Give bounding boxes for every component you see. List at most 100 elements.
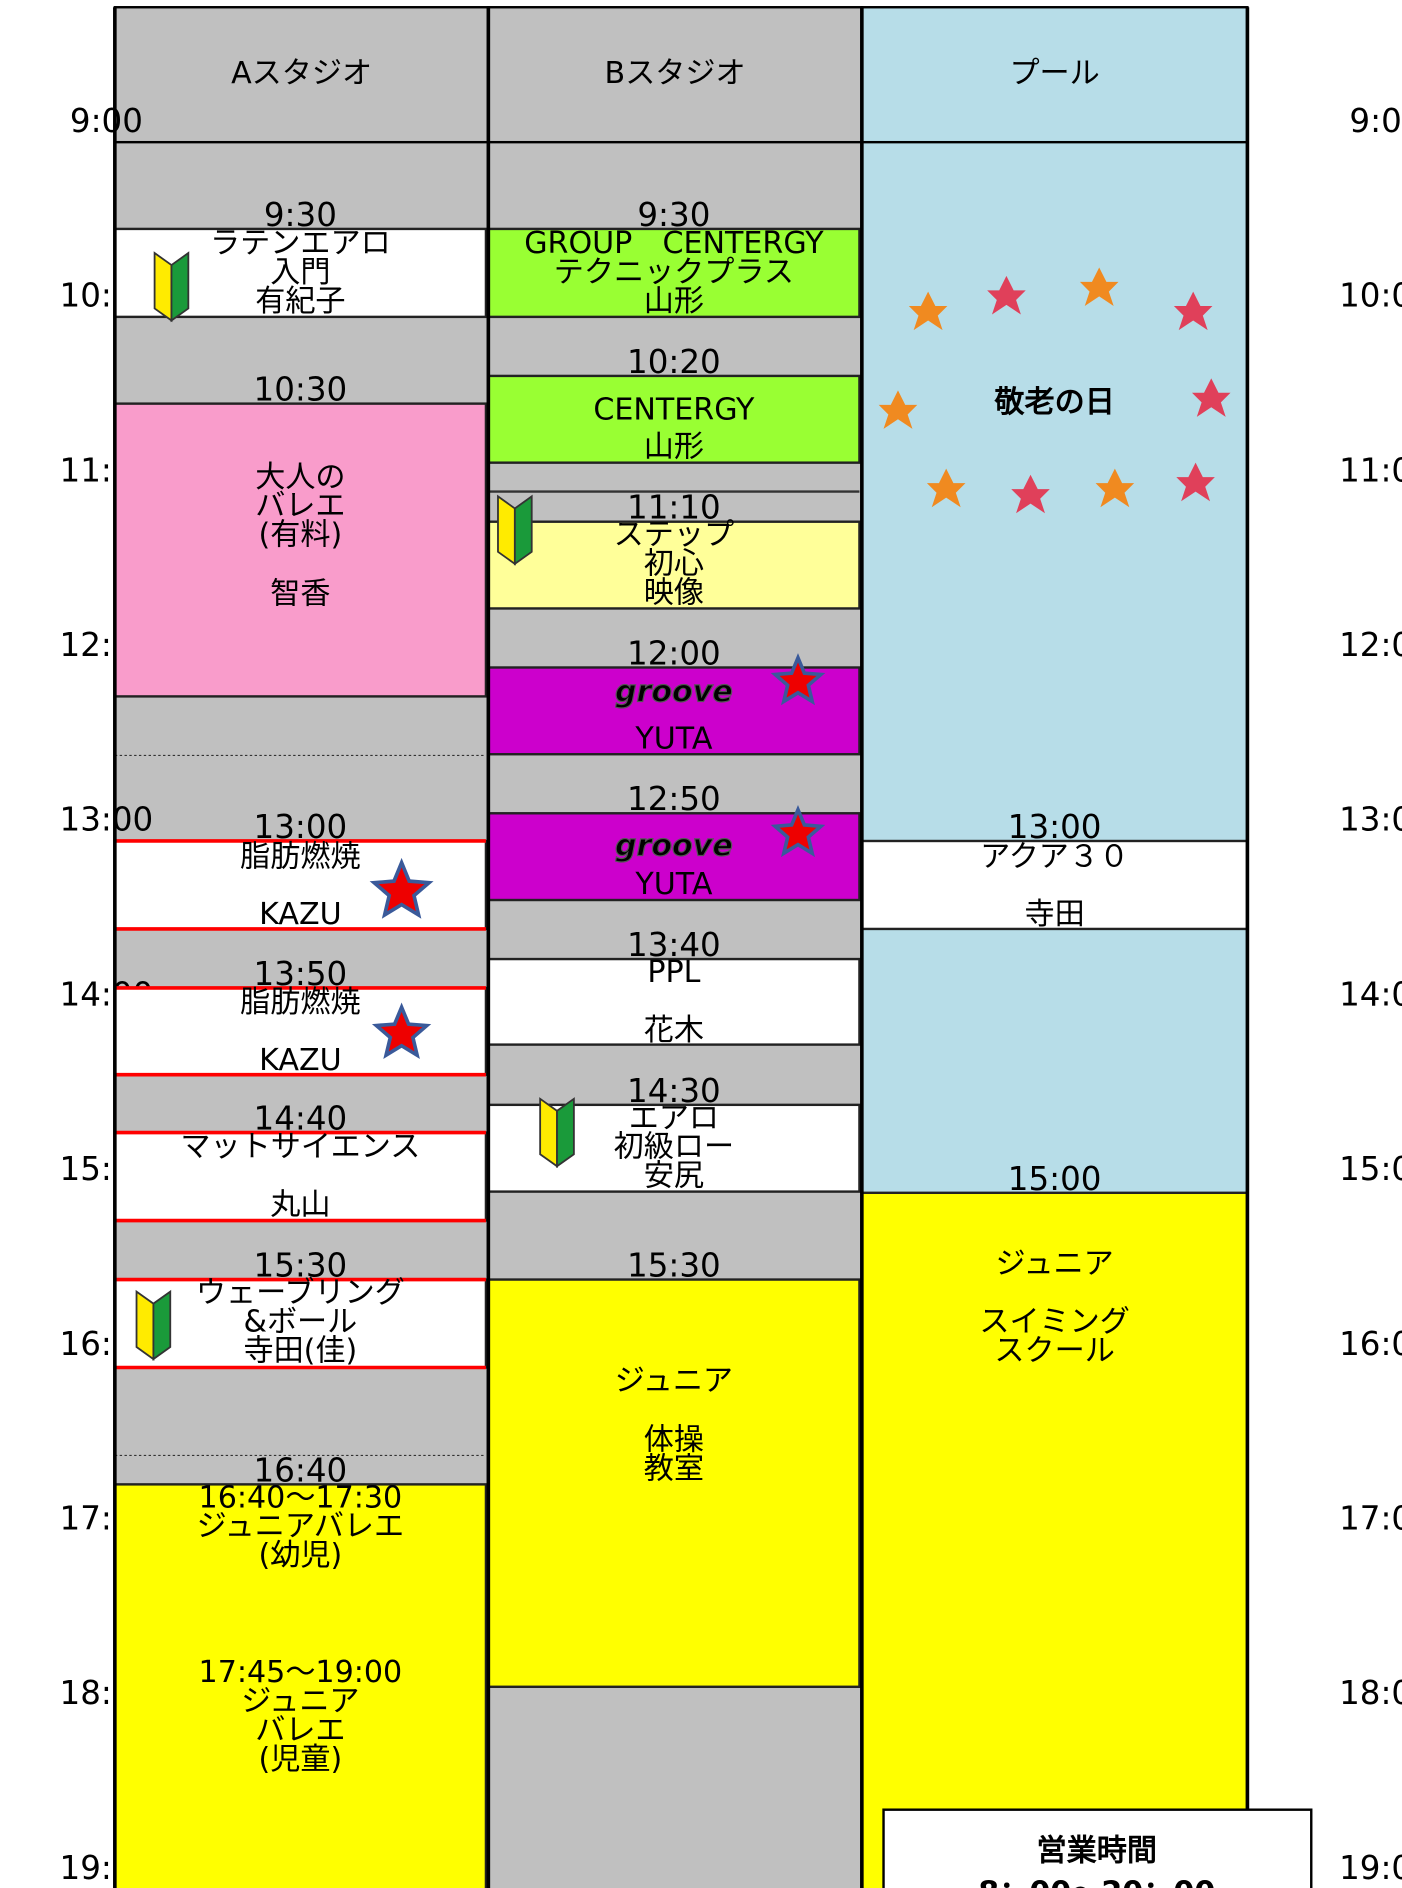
class-line: 脂肪燃焼: [240, 985, 360, 1020]
class-line: 入門: [270, 255, 330, 290]
start-time: 16:40: [254, 1451, 348, 1489]
class-block: [860, 1191, 1249, 1888]
time-label: 15:00: [1339, 1150, 1402, 1188]
class-line: テクニックプラス: [554, 255, 794, 290]
time-label: 12:00: [1339, 626, 1402, 664]
class-line: 17:45～19:00: [199, 1655, 403, 1690]
star-icon: [770, 653, 826, 706]
class-line: 山形: [644, 284, 704, 319]
header-cell: [487, 6, 864, 144]
class-line: スイミング: [979, 1304, 1130, 1339]
header-label: Aスタジオ: [231, 56, 372, 91]
class-line: 山形: [644, 430, 704, 465]
time-label: 19:00: [1339, 1849, 1402, 1887]
start-time: 10:20: [627, 343, 721, 381]
star-icon: [369, 857, 434, 919]
start-time: 15:00: [1008, 1160, 1102, 1198]
class-line: ジュニアバレエ: [197, 1509, 404, 1544]
class-line: ウェーブリング: [196, 1276, 405, 1311]
header-label: プール: [1009, 56, 1099, 91]
class-block: [487, 957, 861, 1046]
time-label: 16:00: [1339, 1325, 1402, 1363]
class-line: バレエ: [255, 489, 345, 524]
class-line: 教室: [644, 1451, 704, 1486]
time-label: 14:00: [1339, 975, 1402, 1013]
header-cell: [860, 6, 1249, 144]
leaf: [878, 390, 918, 429]
class-line: (有料): [259, 518, 343, 553]
beginner-icon: [513, 494, 533, 566]
class-block: [113, 402, 488, 698]
class-line: groove: [615, 674, 733, 709]
class-line: 安尻: [644, 1159, 704, 1194]
leaf: [1095, 468, 1135, 508]
class-block: [487, 520, 861, 610]
class-line: 有紀子: [255, 284, 345, 319]
notice-title: 営業時間: [1037, 1833, 1157, 1868]
notice-box: [882, 1808, 1313, 1888]
class-line: 脂肪燃焼: [240, 839, 360, 874]
class-line: 丸山: [270, 1188, 330, 1223]
time-label: 11:00: [1339, 451, 1402, 489]
start-time: 9:30: [264, 196, 337, 234]
class-block: [113, 1131, 488, 1222]
leaf: [1191, 378, 1231, 417]
class-line: 大人の: [255, 460, 345, 495]
class-line: groove: [615, 829, 733, 864]
beginner-icon: [497, 494, 516, 566]
start-time: 13:40: [627, 926, 721, 964]
leaf: [1011, 474, 1050, 514]
class-line: ステップ: [614, 518, 734, 553]
class-line: KAZU: [259, 897, 341, 932]
beginner-icon: [152, 1289, 172, 1361]
class-line: 智香: [270, 577, 330, 612]
star-icon: [371, 1002, 432, 1060]
leaf: [908, 291, 948, 331]
class-line: 映像: [644, 575, 704, 610]
beginner-icon: [170, 251, 190, 323]
class-line: 16:40～17:30: [199, 1480, 403, 1515]
leaf: [1173, 291, 1213, 331]
start-time: 11:10: [627, 489, 721, 527]
class-line: PPL: [647, 955, 700, 990]
start-time: 14:40: [254, 1100, 348, 1138]
class-block: [860, 839, 1249, 931]
class-line: ラテンエアロ: [210, 226, 391, 261]
class-line: CENTERGY: [593, 392, 755, 427]
class-block: [113, 1483, 488, 1888]
start-time: 13:00: [1008, 808, 1102, 846]
start-time: 15:30: [254, 1247, 348, 1285]
start-time: 13:00: [254, 808, 348, 846]
class-block: [487, 374, 861, 464]
class-line: 寺田: [1025, 897, 1085, 932]
class-line: ジュニア: [241, 1684, 359, 1719]
start-time: 9:30: [637, 196, 710, 234]
header-label: Bスタジオ: [605, 56, 746, 91]
class-block: [487, 1278, 861, 1688]
class-block: [113, 1278, 488, 1369]
class-line: (児童): [259, 1742, 343, 1777]
class-line: (幼児): [259, 1538, 343, 1573]
class-line: &ボール: [243, 1304, 357, 1339]
notice-hours: 8：00～20：00: [978, 1876, 1215, 1888]
class-line: ジュニア: [995, 1247, 1113, 1282]
class-line: バレエ: [255, 1713, 345, 1748]
class-line: 花木: [644, 1013, 704, 1048]
time-label: 13:00: [1339, 801, 1402, 839]
class-line: 初級ロー: [614, 1130, 734, 1165]
beginner-icon: [153, 251, 173, 323]
class-line: スクール: [994, 1333, 1114, 1368]
start-time: 15:30: [627, 1247, 721, 1285]
class-line: マットサイエンス: [180, 1130, 420, 1165]
start-time: 10:30: [254, 371, 348, 409]
class-line: ジュニア: [615, 1363, 733, 1398]
class-line: YUTA: [634, 867, 712, 902]
start-time: 12:50: [627, 780, 721, 818]
beginner-icon: [556, 1097, 575, 1169]
leaf: [926, 468, 966, 508]
class-line: 初心: [644, 547, 704, 582]
beginner-icon: [135, 1289, 155, 1361]
class-line: アクア３０: [980, 839, 1129, 874]
class-line: YUTA: [634, 721, 712, 756]
